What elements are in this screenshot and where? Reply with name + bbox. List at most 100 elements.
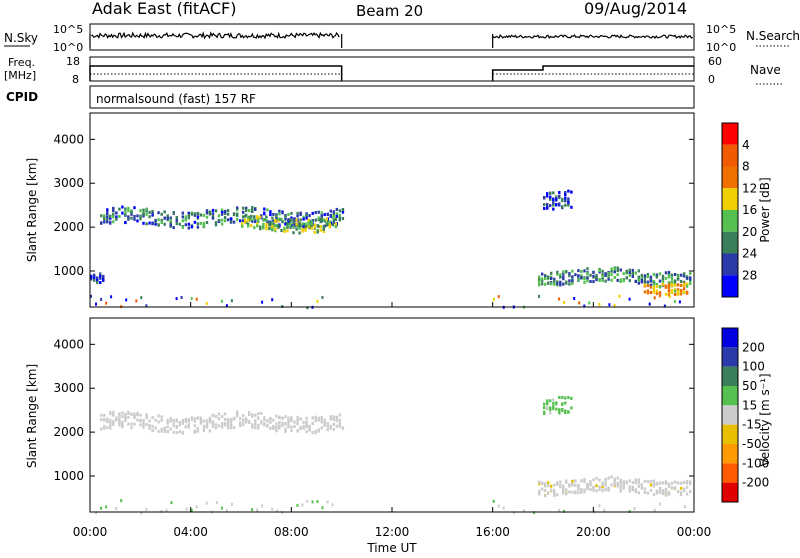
heatmap-cell xyxy=(643,275,647,279)
heatmap-cell xyxy=(112,220,115,224)
heatmap-cell xyxy=(286,229,289,233)
heatmap-cell xyxy=(133,214,136,218)
heatmap-cell xyxy=(338,422,341,426)
heatmap-cell xyxy=(105,505,108,509)
heatmap-cell xyxy=(304,222,307,226)
heatmap-cell xyxy=(175,218,178,222)
heatmap-cell xyxy=(190,212,194,216)
heatmap-cell xyxy=(202,213,206,217)
heatmap-cell xyxy=(110,295,113,299)
heatmap-cell xyxy=(332,212,335,216)
colorbar-segment xyxy=(722,328,738,348)
heatmap-cell xyxy=(263,422,266,426)
heatmap-cell xyxy=(190,417,194,421)
heatmap-cell xyxy=(295,218,298,222)
heatmap-cell xyxy=(251,413,254,417)
heatmap-cell xyxy=(670,273,674,277)
heatmap-cell xyxy=(559,480,562,484)
heatmap-cell xyxy=(236,208,239,212)
heatmap-cell xyxy=(667,290,671,294)
heatmap-cell xyxy=(592,270,595,274)
colorbar-tick-label: 28 xyxy=(742,268,757,282)
heatmap-cell xyxy=(332,422,335,426)
heatmap-cell xyxy=(329,424,332,428)
heatmap-cell xyxy=(96,278,99,282)
heatmap-cell xyxy=(125,298,128,302)
colorbar-segment xyxy=(722,366,738,386)
heatmap-cell xyxy=(643,283,647,287)
heatmap-cell xyxy=(214,426,218,430)
heatmap-cell xyxy=(563,301,566,304)
heatmap-cell xyxy=(670,277,674,280)
heatmap-cell xyxy=(306,499,309,503)
nave-label: Nave xyxy=(750,63,781,77)
heatmap-cell xyxy=(574,479,577,483)
heatmap-cell xyxy=(304,228,307,232)
heatmap-cell xyxy=(290,419,293,423)
colorbar-frame xyxy=(721,122,739,298)
heatmap-cell xyxy=(289,223,292,227)
heatmap-cell xyxy=(618,294,621,298)
colorbar-tick-label: 8 xyxy=(742,160,750,174)
heatmap-cell xyxy=(543,203,546,207)
heatmap-cell xyxy=(163,216,166,220)
heatmap-cell xyxy=(223,212,227,215)
heatmap-cell xyxy=(130,422,133,426)
heatmap-cell xyxy=(292,231,295,235)
heatmap-cell xyxy=(649,291,653,294)
heatmap-cell xyxy=(320,416,323,420)
heatmap-cell xyxy=(676,283,680,287)
heatmap-cell xyxy=(157,218,160,222)
heatmap-cell xyxy=(226,426,230,430)
heatmap-cell xyxy=(133,422,136,426)
heatmap-cell xyxy=(278,209,281,213)
heatmap-cell xyxy=(321,296,324,299)
heatmap-cell xyxy=(290,425,293,429)
heatmap-cell xyxy=(640,486,643,490)
heatmap-cell xyxy=(275,414,278,418)
heatmap-cell xyxy=(305,430,308,434)
heatmap-cell xyxy=(226,218,230,222)
heatmap-cell xyxy=(215,501,218,504)
heatmap-cell xyxy=(106,220,109,224)
colorbar-tick-label: 12 xyxy=(742,181,757,195)
heatmap-cell xyxy=(118,414,121,418)
heatmap-cell xyxy=(139,209,142,213)
heatmap-cell xyxy=(670,486,674,490)
heatmap-cell xyxy=(100,297,103,301)
heatmap-cell xyxy=(239,423,242,427)
heatmap-cell xyxy=(187,211,190,215)
heatmap-cell xyxy=(553,488,556,492)
heatmap-cell xyxy=(552,191,555,195)
heatmap-cell xyxy=(140,296,143,300)
heatmap-cell xyxy=(193,212,197,216)
heatmap-cell xyxy=(649,488,653,492)
heatmap-cell xyxy=(556,481,559,485)
heatmap-cell xyxy=(223,219,227,223)
heatmap-cell xyxy=(154,418,157,422)
heatmap-cell xyxy=(242,423,245,427)
heatmap-cell xyxy=(313,230,316,234)
heatmap-cell xyxy=(646,491,650,495)
heatmap-cell xyxy=(610,475,613,479)
heatmap-cell xyxy=(100,221,103,225)
heatmap-cell xyxy=(257,423,260,427)
heatmap-cell xyxy=(239,421,242,425)
heatmap-cell xyxy=(555,197,558,201)
heatmap-cell xyxy=(181,431,184,435)
heatmap-cell xyxy=(169,416,172,420)
colorbar-tick-label: 100 xyxy=(742,360,765,374)
freq-label: Freq. xyxy=(8,56,35,69)
heatmap-cell xyxy=(512,511,515,515)
heatmap-cell xyxy=(685,481,689,485)
heatmap-cell xyxy=(247,216,250,220)
heatmap-cell xyxy=(301,227,304,231)
heatmap-cell xyxy=(112,423,115,426)
heatmap-cell xyxy=(271,507,274,511)
heatmap-cell xyxy=(628,273,631,277)
heatmap-cell xyxy=(214,423,218,427)
heatmap-cell xyxy=(115,217,118,221)
heatmap-cell xyxy=(678,300,681,304)
heatmap-cell xyxy=(595,484,598,488)
heatmap-cell xyxy=(220,422,224,426)
